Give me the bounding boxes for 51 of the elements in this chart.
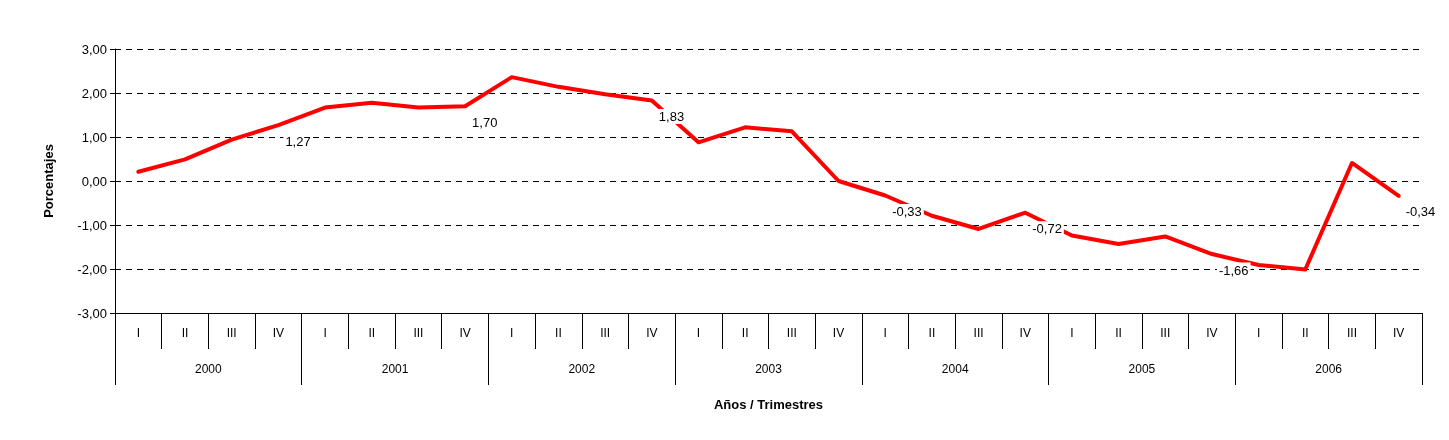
x-tick-label: IV	[1206, 326, 1218, 340]
x-tick-label: III	[973, 326, 984, 340]
data-label: 1,27	[285, 133, 311, 149]
x-tick-label: II	[181, 326, 189, 340]
x-tick-label: I	[1256, 326, 1261, 340]
x-tick-label: I	[323, 326, 327, 340]
x-tick-label: I	[696, 326, 701, 340]
y-tick-label: 2,00	[81, 85, 107, 101]
x-tick-label: IV	[832, 326, 845, 340]
text: 2005	[1128, 362, 1156, 376]
x-tick-label: II	[555, 326, 562, 340]
x-tick-label: II	[928, 326, 936, 340]
text: 2003	[755, 362, 783, 376]
x-tick-label: III	[600, 326, 611, 340]
x-tick-label: I	[510, 326, 514, 340]
x-tick-label: IV	[1019, 326, 1031, 340]
x-tick-label: IV	[646, 326, 658, 340]
y-tick-label: -2,00	[77, 261, 107, 277]
x-tick-label: III	[1160, 326, 1171, 340]
x-tick-label: IV	[1392, 326, 1405, 340]
x-tick-label: I	[883, 326, 887, 340]
y-tick-label: -1,00	[77, 217, 107, 233]
data-label: -0,72	[1032, 221, 1062, 237]
x-tick-label: IV	[459, 326, 471, 340]
text: 2004	[941, 362, 969, 376]
x-tick-label: III	[413, 326, 424, 340]
y-tick-label: -3,00	[77, 305, 107, 321]
x-tick-label: I	[1070, 326, 1074, 340]
data-label: 1,70	[472, 114, 498, 130]
y-axis-title: Porcentajes	[41, 144, 56, 218]
text: 2002	[568, 362, 596, 376]
data-label: -1,66	[1218, 262, 1249, 278]
y-tick-label: 3,00	[81, 41, 107, 57]
data-label: -0,33	[892, 204, 922, 220]
data-label: 1,83	[658, 108, 685, 124]
data-label: -0,34	[1405, 204, 1436, 220]
y-tick-label: 1,00	[81, 129, 107, 145]
x-axis-title: Años / Trimestres	[713, 397, 824, 412]
x-tick-label: IV	[272, 326, 285, 340]
x-tick-label: I	[136, 326, 141, 340]
x-tick-label: II	[368, 326, 376, 340]
text: 2006	[1315, 362, 1343, 376]
x-tick-label: II	[1115, 326, 1122, 340]
x-tick-label: III	[786, 326, 797, 340]
text: 2001	[381, 362, 409, 376]
text: 2000	[195, 362, 223, 376]
x-tick-label: III	[1346, 326, 1357, 340]
x-tick-label: II	[741, 326, 749, 340]
x-tick-label: III	[226, 326, 237, 340]
x-tick-label: II	[1301, 326, 1309, 340]
y-tick-label: 0,00	[81, 173, 107, 189]
